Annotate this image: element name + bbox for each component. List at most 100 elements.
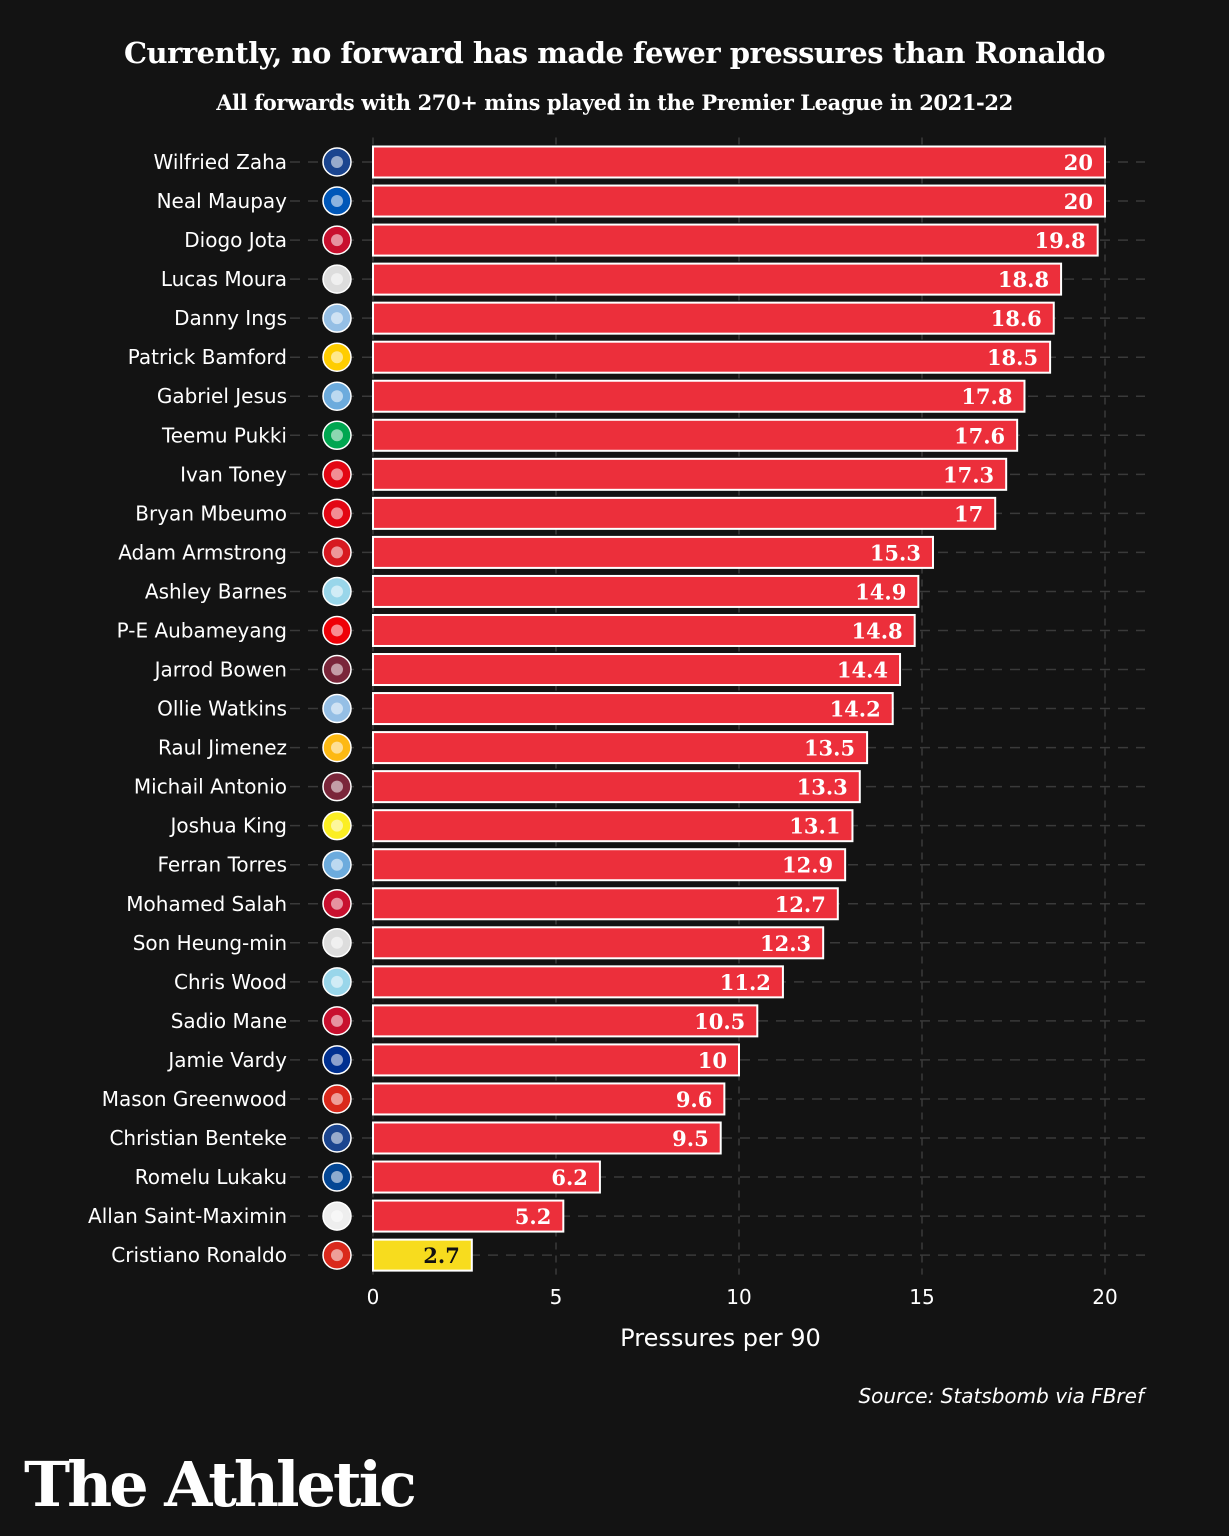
crest-detail	[331, 312, 343, 325]
crest-detail	[331, 156, 343, 168]
crest-detail	[331, 1053, 343, 1066]
bar	[372, 692, 894, 726]
category-label: Jamie Vardy	[166, 1048, 287, 1072]
bar	[372, 145, 1106, 179]
bar	[372, 301, 1055, 335]
category-label: Ashley Barnes	[145, 579, 287, 603]
bar	[372, 574, 920, 608]
data-label: 9.6	[676, 1087, 713, 1112]
crest-detail	[331, 429, 343, 442]
bar	[372, 379, 1026, 413]
data-label: 17.8	[961, 384, 1012, 409]
category-label: Lucas Moura	[161, 267, 287, 291]
category-label: Raul Jimenez	[158, 736, 287, 760]
bar	[372, 457, 1008, 491]
category-label: Wilfried Zaha	[153, 150, 287, 174]
crest-detail	[331, 468, 343, 481]
bar	[372, 809, 854, 843]
category-label: Adam Armstrong	[118, 540, 287, 564]
bar	[372, 1238, 473, 1272]
bar	[372, 926, 825, 960]
x-tick-label: 10	[726, 1285, 751, 1309]
category-label: Bryan Mbeumo	[135, 501, 287, 525]
bar	[372, 535, 934, 569]
crest-detail	[331, 195, 343, 208]
data-label: 13.3	[797, 775, 848, 800]
x-tick-label: 15	[909, 1285, 934, 1309]
bar	[372, 340, 1052, 374]
category-label: Christian Benteke	[109, 1126, 287, 1150]
bar-chart: 0 5 10 15 20 Wilfried Zaha 20 Neal Maupay 20 Diog…	[88, 137, 1145, 1309]
data-label: 11.2	[720, 970, 771, 995]
category-label: Jarrod Bowen	[153, 658, 287, 682]
chart-title: Currently, no forward has made fewer pre…	[123, 36, 1106, 70]
the-athletic-logo: The Athletic	[24, 1448, 417, 1521]
category-label: Son Heung-min	[133, 931, 287, 955]
bar	[372, 184, 1106, 218]
bar	[372, 262, 1063, 296]
data-label: 2.7	[423, 1243, 460, 1268]
category-label: Chris Wood	[174, 970, 287, 994]
bar	[372, 1082, 726, 1116]
category-label: Mohamed Salah	[126, 892, 287, 916]
data-label: 10	[698, 1048, 727, 1073]
crest-detail	[331, 273, 343, 286]
bar	[372, 887, 839, 921]
crest-detail	[331, 1092, 343, 1105]
category-label: Romelu Lukaku	[135, 1165, 287, 1189]
bar	[372, 848, 847, 882]
data-label: 14.8	[852, 618, 903, 643]
category-label: Gabriel Jesus	[157, 384, 287, 408]
bar	[372, 1004, 759, 1038]
data-label: 10.5	[694, 1009, 745, 1034]
category-label: Neal Maupay	[157, 189, 288, 213]
crest-detail	[331, 234, 343, 247]
data-label: 17.6	[954, 423, 1005, 448]
category-label: Ollie Watkins	[157, 697, 287, 721]
category-label: Allan Saint-Maximin	[88, 1204, 287, 1228]
data-label: 18.8	[998, 267, 1049, 292]
bar	[372, 418, 1019, 452]
crest-detail	[331, 975, 343, 988]
data-label: 17	[954, 501, 983, 526]
category-label: Diogo Jota	[184, 228, 287, 252]
data-label: 13.5	[804, 736, 855, 761]
category-label: Michail Antonio	[134, 775, 287, 799]
data-label: 18.6	[991, 306, 1042, 331]
crest-detail	[331, 819, 343, 832]
data-label: 5.2	[515, 1204, 552, 1229]
data-label: 19.8	[1035, 228, 1086, 253]
crest-detail	[331, 546, 343, 559]
category-label: Mason Greenwood	[102, 1087, 287, 1111]
data-label: 14.4	[837, 658, 888, 683]
x-axis-label: Pressures per 90	[620, 1324, 821, 1352]
category-label: Ferran Torres	[157, 853, 287, 877]
crest-detail	[331, 897, 343, 910]
bar	[372, 1121, 722, 1155]
data-label: 12.9	[782, 853, 833, 878]
crest-detail	[331, 663, 343, 676]
data-label: 6.2	[551, 1165, 588, 1190]
crest-detail	[331, 624, 343, 637]
crest-detail	[331, 702, 343, 715]
crest-detail	[331, 1014, 343, 1027]
category-label: Patrick Bamford	[128, 345, 287, 369]
data-label: 12.7	[775, 892, 826, 917]
category-label: Cristiano Ronaldo	[111, 1243, 287, 1267]
category-label: Joshua King	[168, 814, 287, 838]
crest-detail	[331, 585, 343, 598]
data-label: 17.3	[943, 462, 994, 487]
data-label: 14.2	[830, 697, 881, 722]
crest-detail	[331, 1132, 343, 1144]
category-label: P-E Aubameyang	[117, 618, 287, 642]
chart-subtitle: All forwards with 270+ mins played in th…	[216, 90, 1013, 115]
x-tick-label: 20	[1092, 1285, 1117, 1309]
crest-detail	[331, 1210, 343, 1223]
crest-detail	[331, 351, 343, 364]
crest-detail	[331, 858, 343, 871]
crest-detail	[331, 507, 343, 520]
bar	[372, 1043, 740, 1077]
bar	[372, 613, 916, 647]
bar	[372, 496, 997, 530]
bar	[372, 653, 902, 687]
